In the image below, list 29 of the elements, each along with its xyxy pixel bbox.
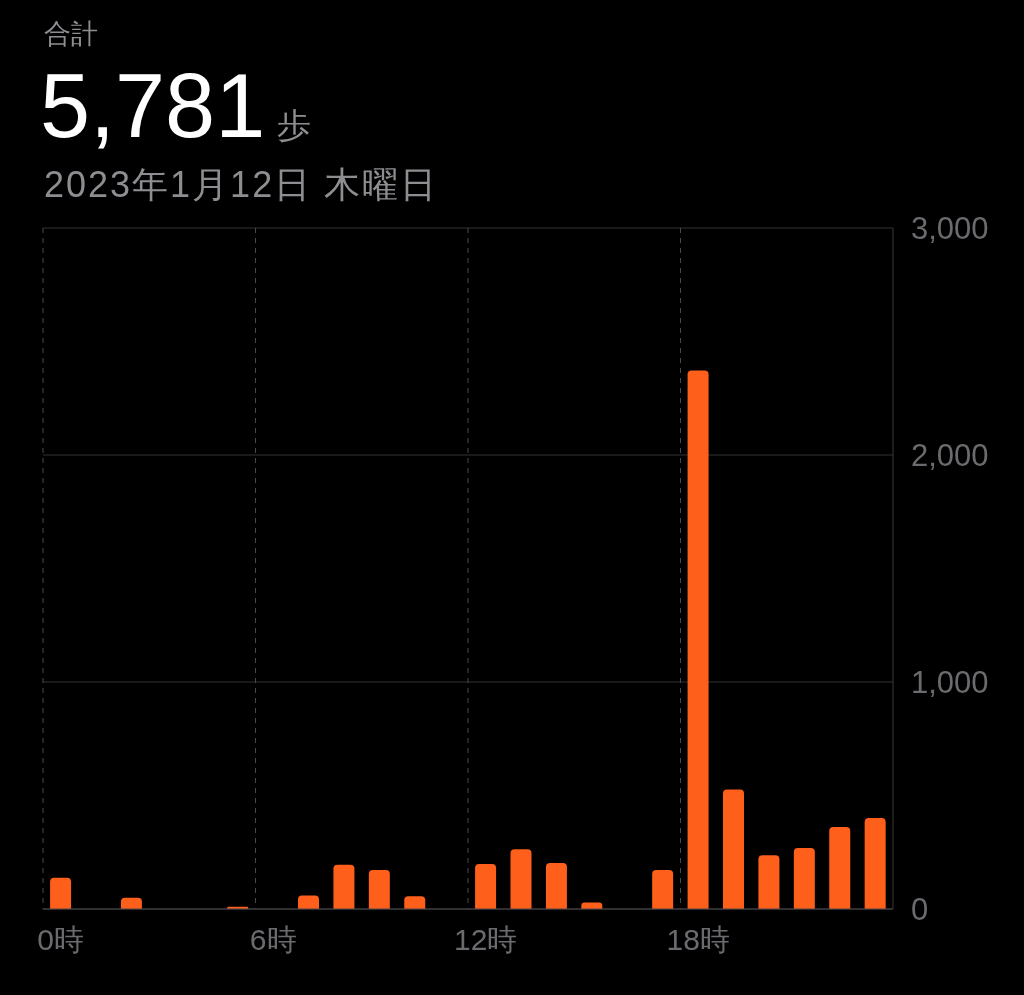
bar <box>298 895 319 909</box>
y-tick-label: 1,000 <box>911 665 989 701</box>
x-tick-label: 0時 <box>37 922 85 956</box>
y-tick-label: 3,000 <box>911 211 989 247</box>
bar <box>545 862 567 909</box>
bar <box>864 817 886 909</box>
x-tick-label: 18時 <box>666 922 730 956</box>
bar <box>581 902 603 909</box>
bar <box>829 827 851 909</box>
bar <box>758 855 780 909</box>
y-tick-label: 2,000 <box>911 438 989 474</box>
text: 歩 <box>277 106 312 144</box>
x-tick-label: 6時 <box>249 922 297 956</box>
chart-subtitle: 2023年1月12日 木曜日 <box>44 163 439 207</box>
bar <box>793 847 815 909</box>
bar <box>333 864 355 909</box>
chart-title: 合計 <box>44 18 98 51</box>
bar <box>404 896 426 909</box>
bar <box>652 869 674 909</box>
y-tick-label: 0 <box>911 892 929 928</box>
bar <box>687 370 709 909</box>
bar <box>120 897 142 909</box>
bar <box>475 864 497 909</box>
bar <box>723 789 744 909</box>
bar <box>510 849 532 909</box>
bar <box>368 869 390 909</box>
bar <box>50 877 72 909</box>
x-tick-label: 12時 <box>454 922 518 956</box>
text: 5,781 <box>40 56 266 156</box>
